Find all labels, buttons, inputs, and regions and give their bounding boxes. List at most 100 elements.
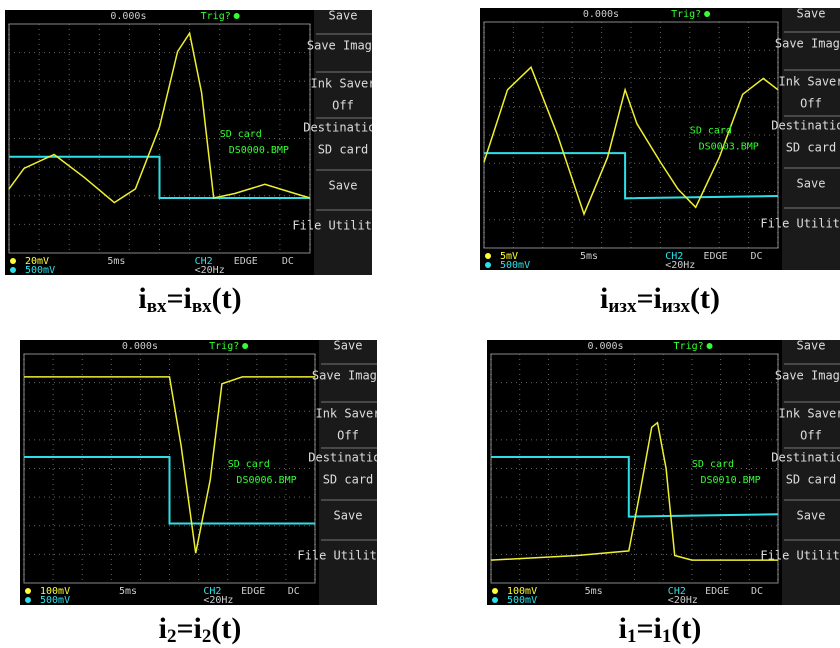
caption: iвх=iвх(t) xyxy=(40,282,340,318)
trigger-status: Trig? xyxy=(209,341,239,352)
trigger-dot xyxy=(707,343,713,349)
menu-item: Save xyxy=(797,177,826,191)
trigger-dot xyxy=(704,11,710,17)
caption-part: =i xyxy=(166,282,191,315)
trig-type: EDGE xyxy=(241,586,265,597)
time-offset: 0.000s xyxy=(583,9,619,20)
trig-type: EDGE xyxy=(234,256,258,267)
frequency: <20Hz xyxy=(195,265,225,275)
oscilloscope: 0.000s Trig? Save Save Image Ink Saver Off Des… xyxy=(487,340,840,605)
menu-item: Ink Saver xyxy=(778,407,840,421)
menu-item: Ink Saver xyxy=(315,407,377,421)
ch1-icon xyxy=(485,253,491,259)
oscilloscope: 0.000s Trig? Save Save Image Ink Saver Off Des… xyxy=(5,10,372,275)
menu-item: Save xyxy=(334,340,363,353)
caption-part: вх xyxy=(147,296,167,317)
menu-item: Destination xyxy=(771,451,840,465)
ch2-icon xyxy=(10,267,16,273)
menu-item: Save xyxy=(797,8,826,21)
overlay-text: DS0000.BMP xyxy=(229,145,289,156)
coupling: DC xyxy=(282,256,294,267)
menu-item: Save xyxy=(797,509,826,523)
menu-item: Destination xyxy=(308,451,377,465)
ch1-icon xyxy=(10,258,16,264)
menu-item: SD card xyxy=(323,473,374,487)
caption-part: (t) xyxy=(211,612,241,645)
menu-item: Save Image xyxy=(775,37,840,51)
caption-part: (t) xyxy=(212,282,242,315)
overlay-text: SD card xyxy=(220,129,262,140)
menu-item: Save Image xyxy=(307,39,372,53)
menu-item: Save xyxy=(329,10,358,23)
caption-part: (t) xyxy=(690,282,720,315)
caption-part: =i xyxy=(176,612,201,645)
time-offset: 0.000s xyxy=(122,341,158,352)
caption-part: 2 xyxy=(202,626,212,647)
trigger-status: Trig? xyxy=(671,9,701,20)
frequency: <20Hz xyxy=(668,595,698,605)
timebase: 5ms xyxy=(119,586,137,597)
menu-item: Destination xyxy=(303,121,372,135)
menu-item: File Utilities xyxy=(297,549,377,563)
caption-part: i xyxy=(159,612,167,645)
overlay-text: SD card xyxy=(690,125,732,136)
menu-item: SD card xyxy=(786,473,837,487)
overlay-text: DS0010.BMP xyxy=(701,475,761,486)
ch1-icon xyxy=(492,588,498,594)
ch2-icon xyxy=(485,262,491,268)
ch2-icon xyxy=(25,597,31,603)
ch2-scale: 500mV xyxy=(507,595,537,605)
caption: i2=i2(t) xyxy=(50,612,350,648)
overlay-text: SD card xyxy=(692,459,734,470)
trigger-dot xyxy=(234,13,240,19)
coupling: DC xyxy=(288,586,300,597)
coupling: DC xyxy=(751,586,763,597)
trigger-status: Trig? xyxy=(674,341,704,352)
menu-item: Save xyxy=(329,179,358,193)
menu-item: Off xyxy=(337,429,359,443)
oscilloscope: 0.000s Trig? Save Save Image Ink Saver Off Des… xyxy=(20,340,377,605)
menu-item: Off xyxy=(800,429,822,443)
menu-item: SD card xyxy=(786,141,837,155)
timebase: 5ms xyxy=(585,586,603,597)
ch2-scale: 500mV xyxy=(40,595,70,605)
menu-item: Off xyxy=(800,97,822,111)
menu-item: Ink Saver xyxy=(310,77,372,91)
caption-part: i xyxy=(138,282,146,315)
coupling: DC xyxy=(750,251,762,262)
ch2-icon xyxy=(492,597,498,603)
caption-part: изх xyxy=(662,296,690,317)
frequency: <20Hz xyxy=(665,260,695,270)
menu-item: Save xyxy=(797,340,826,353)
ch2-scale: 500mV xyxy=(500,260,530,270)
trigger-dot xyxy=(242,343,248,349)
menu-item: Save Image xyxy=(775,369,840,383)
overlay-text: DS0003.BMP xyxy=(699,141,759,152)
timebase: 5ms xyxy=(107,256,125,267)
overlay-text: SD card xyxy=(228,459,270,470)
caption-part: (t) xyxy=(671,612,701,645)
menu-item: Save xyxy=(334,509,363,523)
overlay-text: DS0006.BMP xyxy=(236,475,296,486)
caption: i1=i1(t) xyxy=(510,612,810,648)
menu-item: File Utilities xyxy=(292,219,372,233)
menu-item: Destination xyxy=(771,119,840,133)
menu-item: Ink Saver xyxy=(778,75,840,89)
time-offset: 0.000s xyxy=(110,11,146,22)
time-offset: 0.000s xyxy=(587,341,623,352)
timebase: 5ms xyxy=(580,251,598,262)
ch2-scale: 500mV xyxy=(25,265,55,275)
menu-item: Save Image xyxy=(312,369,377,383)
trig-type: EDGE xyxy=(703,251,727,262)
menu-item: Off xyxy=(332,99,354,113)
ch1-icon xyxy=(25,588,31,594)
frequency: <20Hz xyxy=(203,595,233,605)
caption: iизх=iизх(t) xyxy=(510,282,810,318)
trig-type: EDGE xyxy=(705,586,729,597)
caption-part: =i xyxy=(636,282,661,315)
caption-part: i xyxy=(619,612,627,645)
menu-item: File Utilities xyxy=(760,217,840,231)
caption-part: изх xyxy=(608,296,636,317)
trigger-status: Trig? xyxy=(201,11,231,22)
caption-part: 1 xyxy=(662,626,672,647)
